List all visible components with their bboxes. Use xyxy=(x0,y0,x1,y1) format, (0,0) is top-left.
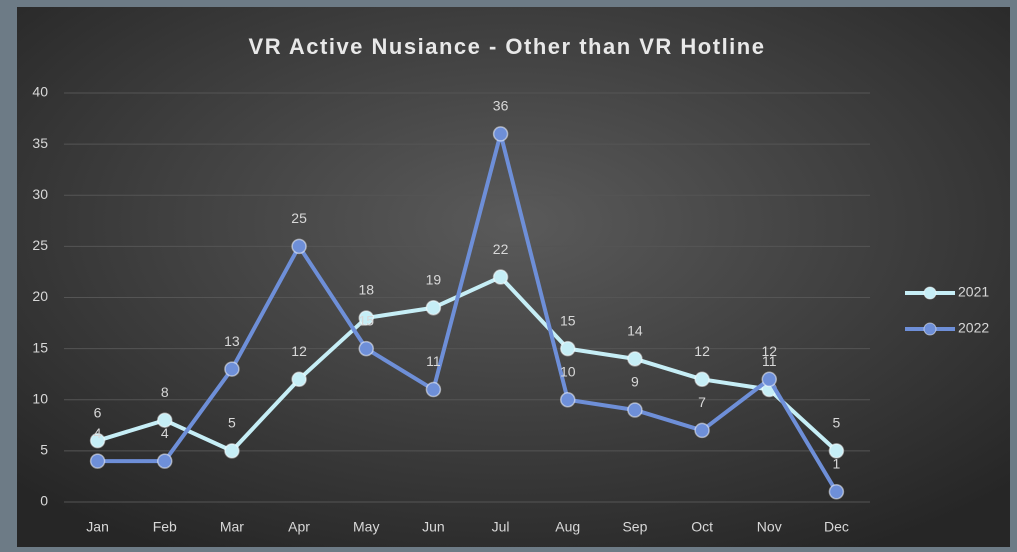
legend-marker xyxy=(923,286,937,300)
y-tick-label: 20 xyxy=(32,288,48,304)
y-tick-label: 40 xyxy=(32,84,48,100)
y-tick-label: 5 xyxy=(40,442,48,458)
data-label: 12 xyxy=(694,343,710,359)
marker xyxy=(358,310,374,326)
data-label: 15 xyxy=(358,312,374,328)
marker xyxy=(157,453,173,469)
chart-background xyxy=(17,7,1010,547)
data-label: 9 xyxy=(631,374,639,390)
data-label: 19 xyxy=(426,271,442,287)
y-tick-label: 0 xyxy=(40,493,48,509)
y-tick-label: 35 xyxy=(32,135,48,151)
data-label: 6 xyxy=(94,404,102,420)
y-tick-label: 15 xyxy=(32,339,48,355)
series-line xyxy=(97,275,838,453)
data-label: 10 xyxy=(560,363,576,379)
marker xyxy=(358,340,374,357)
marker xyxy=(224,443,240,459)
y-tick-label: 10 xyxy=(32,390,48,406)
marker xyxy=(694,371,710,388)
legend-marker xyxy=(923,322,937,336)
marker xyxy=(828,443,845,459)
legend-label: 2021 xyxy=(958,284,989,300)
data-label: 7 xyxy=(698,394,706,410)
marker xyxy=(89,453,106,469)
data-label: 25 xyxy=(291,210,307,226)
x-tick-label: Apr xyxy=(288,519,310,535)
x-tick-label: Jul xyxy=(492,519,510,535)
x-tick-label: Dec xyxy=(824,519,849,535)
data-label: 5 xyxy=(833,415,841,431)
marker xyxy=(425,299,442,316)
chart-title: VR Active Nusiance - Other than VR Hotli… xyxy=(249,34,766,59)
marker xyxy=(291,371,307,388)
data-label: 13 xyxy=(224,333,240,349)
legend-label: 2022 xyxy=(958,320,989,336)
marker xyxy=(157,412,173,428)
marker xyxy=(492,269,509,285)
marker xyxy=(224,361,240,377)
x-tick-label: Aug xyxy=(555,519,580,535)
data-label: 36 xyxy=(493,98,509,114)
marker xyxy=(492,126,509,142)
data-label: 14 xyxy=(627,323,643,339)
y-tick-label: 25 xyxy=(32,237,48,253)
data-label: 12 xyxy=(291,343,307,359)
marker xyxy=(694,422,710,439)
marker xyxy=(560,392,576,408)
x-tick-label: Feb xyxy=(153,519,177,535)
marker xyxy=(761,371,777,388)
marker xyxy=(425,381,442,398)
x-tick-label: May xyxy=(353,519,379,535)
data-label: 18 xyxy=(358,282,374,298)
marker xyxy=(828,484,845,500)
marker xyxy=(89,432,106,449)
x-tick-label: Mar xyxy=(220,519,244,535)
marker xyxy=(560,340,576,357)
x-tick-label: Nov xyxy=(757,519,782,535)
series-line xyxy=(97,131,839,493)
data-label: 11 xyxy=(426,353,441,369)
data-label: 5 xyxy=(228,415,236,431)
marker xyxy=(627,402,643,418)
marker xyxy=(291,238,307,255)
x-tick-label: Jan xyxy=(86,519,109,535)
marker xyxy=(627,351,643,367)
y-tick-label: 30 xyxy=(32,186,48,202)
data-label: 4 xyxy=(94,425,102,441)
x-tick-label: Sep xyxy=(622,519,647,535)
data-label: 1 xyxy=(833,455,841,471)
x-tick-label: Jun xyxy=(422,519,445,535)
data-label: 12 xyxy=(761,343,777,359)
data-label: 11 xyxy=(762,353,777,369)
data-label: 8 xyxy=(161,384,169,400)
data-label: 15 xyxy=(560,312,576,328)
data-label: 4 xyxy=(161,425,169,441)
x-tick-label: Oct xyxy=(691,519,713,535)
data-label: 22 xyxy=(493,241,509,257)
